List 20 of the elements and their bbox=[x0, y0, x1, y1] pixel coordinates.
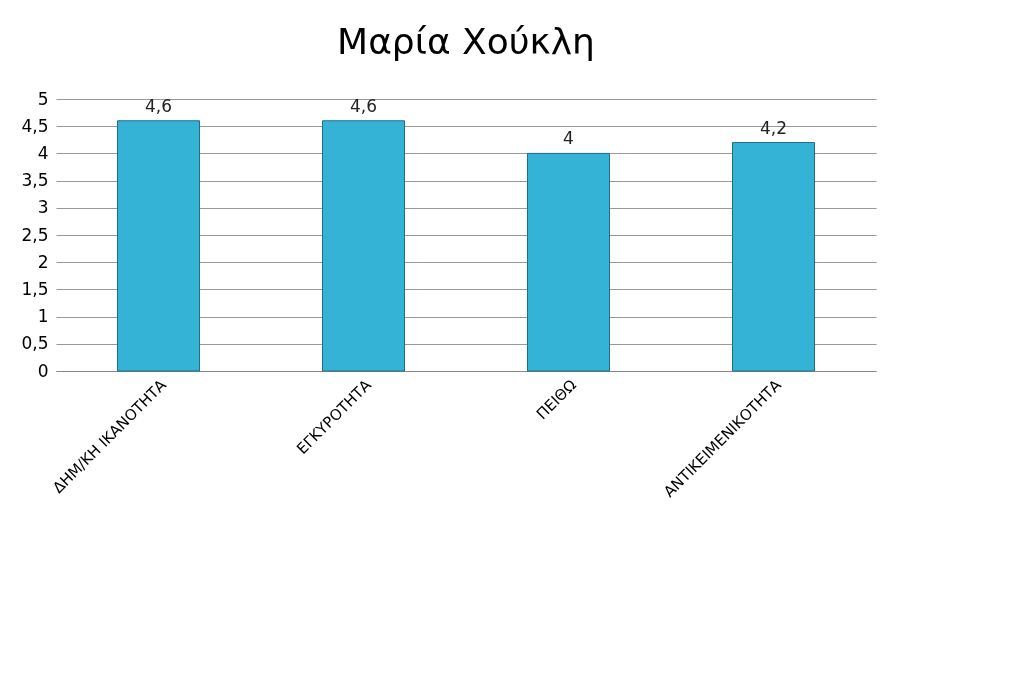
bar bbox=[322, 120, 405, 372]
bar bbox=[732, 142, 815, 372]
y-tick-label: 0,5 bbox=[21, 333, 49, 354]
y-tick-label: 0 bbox=[37, 360, 49, 381]
y-tick-label: 1,5 bbox=[21, 278, 49, 299]
data-label: 4,2 bbox=[759, 117, 788, 138]
y-tick-label: 5 bbox=[37, 88, 49, 109]
data-label: 4 bbox=[563, 128, 574, 149]
y-tick-label: 2 bbox=[37, 251, 49, 272]
data-label: 4,6 bbox=[144, 95, 173, 116]
y-tick-label: 3,5 bbox=[21, 170, 49, 191]
bar bbox=[117, 120, 200, 372]
y-tick-label: 3 bbox=[37, 197, 49, 218]
y-tick-label: 4,5 bbox=[21, 115, 49, 136]
y-tick-label: 1 bbox=[37, 306, 49, 327]
y-tick-label: 4 bbox=[37, 142, 49, 163]
y-tick-label: 2,5 bbox=[21, 224, 49, 245]
chart-title: Μαρία Χούκλη bbox=[337, 21, 595, 62]
bar bbox=[527, 152, 610, 372]
data-label: 4,6 bbox=[349, 95, 378, 116]
